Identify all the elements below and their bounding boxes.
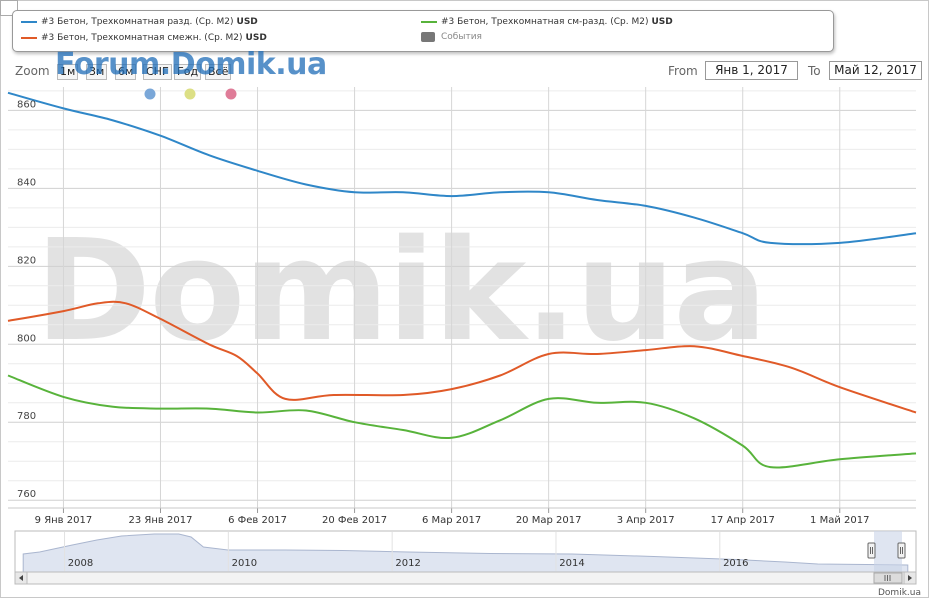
to-label: To — [808, 64, 821, 78]
grid-major — [8, 87, 916, 508]
x-axis-labels: 9 Янв 2017 23 Янв 2017 6 Фев 2017 20 Фев 20… — [35, 508, 869, 526]
navigator-year-label: 2014 — [559, 558, 584, 569]
series-line-sm-razd — [7, 374, 917, 469]
scrollbar-left-arrow[interactable] — [14, 571, 28, 585]
legend-label-smezhn: #3 Бетон, Трехкомнатная смежн. (Ср. М2) — [41, 33, 243, 43]
x-tick-label: 6 Мар 2017 — [422, 515, 481, 526]
x-tick-label: 23 Янв 2017 — [129, 515, 193, 526]
x-tick-label: 20 Фев 2017 — [322, 515, 387, 526]
y-tick-label: 780 — [17, 411, 36, 422]
legend-swatch-sm-razd — [421, 21, 437, 23]
grid-minor — [8, 90, 916, 482]
y-tick-label: 820 — [17, 255, 36, 266]
legend-swatch-smezhn — [21, 37, 37, 39]
range-toolbar: Zoom 1м 3м 6м СНГ Год Всё From Янв 1, 20… — [0, 60, 931, 84]
legend-unit-razd: USD — [236, 17, 258, 27]
series-line-razd — [7, 91, 917, 246]
y-axis-labels: 760 780 800 820 840 860 — [17, 99, 36, 500]
x-tick-label: 17 Апр 2017 — [711, 515, 775, 526]
legend-item-events[interactable]: События — [421, 32, 482, 42]
zoom-label: Zoom — [15, 64, 50, 78]
from-date-input[interactable]: Янв 1, 2017 — [705, 61, 798, 80]
zoom-button-year[interactable]: Год — [174, 64, 202, 80]
legend-unit-smezhn: USD — [245, 33, 267, 43]
x-tick-label: 9 Янв 2017 — [35, 515, 93, 526]
legend-label-events: События — [441, 32, 482, 42]
navigator-handle-left[interactable] — [867, 542, 876, 559]
legend-swatch-events — [421, 32, 435, 42]
navigator-year-labels: 2008 2010 2012 2014 2016 — [64, 532, 749, 571]
scrollbar-track[interactable] — [14, 571, 917, 585]
y-tick-label: 840 — [17, 177, 36, 188]
x-tick-label: 6 Фев 2017 — [228, 515, 287, 526]
event-markers — [144, 88, 237, 100]
x-tick-label: 1 Май 2017 — [810, 515, 869, 526]
credit-link[interactable]: Domik.ua — [878, 588, 921, 598]
from-label: From — [668, 64, 698, 78]
legend-label-sm-razd: #3 Бетон, Трехкомнатная см-разд. (Ср. М2… — [441, 17, 649, 27]
to-date-input[interactable]: Май 12, 2017 — [829, 61, 922, 80]
scrollbar-right-arrow[interactable] — [903, 571, 917, 585]
zoom-button-1m[interactable]: 1м — [57, 64, 79, 80]
zoom-button-6m[interactable]: 6м — [115, 64, 137, 80]
x-tick-label: 20 Мар 2017 — [516, 515, 582, 526]
event-marker-dot — [225, 88, 237, 100]
zoom-button-all[interactable]: Всё — [205, 64, 232, 80]
y-tick-label: 760 — [17, 489, 36, 500]
legend-item-smezhn[interactable]: #3 Бетон, Трехкомнатная смежн. (Ср. М2) … — [21, 33, 267, 43]
navigator-year-label: 2008 — [68, 558, 93, 569]
navigator-year-label: 2016 — [723, 558, 748, 569]
zoom-button-ytd[interactable]: СНГ — [143, 64, 172, 80]
navigator-handle-right[interactable] — [897, 542, 906, 559]
navigator-series-area — [22, 533, 909, 573]
navigator-selected-range[interactable] — [874, 531, 902, 572]
navigator-year-label: 2012 — [395, 558, 420, 569]
legend-label-razd: #3 Бетон, Трехкомнатная разд. (Ср. М2) — [41, 17, 234, 27]
navigator-year-label: 2010 — [232, 558, 257, 569]
event-marker-dot — [144, 88, 156, 100]
legend-item-sm-razd[interactable]: #3 Бетон, Трехкомнатная см-разд. (Ср. М2… — [421, 17, 673, 27]
scrollbar-thumb[interactable] — [873, 572, 903, 584]
legend-item-razd[interactable]: #3 Бетон, Трехкомнатная разд. (Ср. М2) U… — [21, 17, 258, 27]
x-tick-label: 3 Апр 2017 — [617, 515, 675, 526]
y-tick-label: 800 — [17, 333, 36, 344]
main-chart: 760 780 800 820 840 860 9 Янв 2017 23 Янв 2017… — [7, 87, 917, 526]
series-line-smezhn — [7, 300, 917, 414]
y-tick-label: 860 — [17, 99, 36, 110]
legend: #3 Бетон, Трехкомнатная разд. (Ср. М2) U… — [12, 10, 834, 52]
series-layer — [7, 91, 917, 469]
watermark-forum-domik: Forum.Domik.ua — [55, 47, 327, 82]
zoom-button-3m[interactable]: 3м — [86, 64, 108, 80]
legend-unit-sm-razd: USD — [651, 17, 673, 27]
navigator[interactable]: 2008 2010 2012 2014 2016 — [0, 528, 931, 598]
event-marker-dot — [184, 88, 196, 100]
legend-swatch-razd — [21, 21, 37, 23]
